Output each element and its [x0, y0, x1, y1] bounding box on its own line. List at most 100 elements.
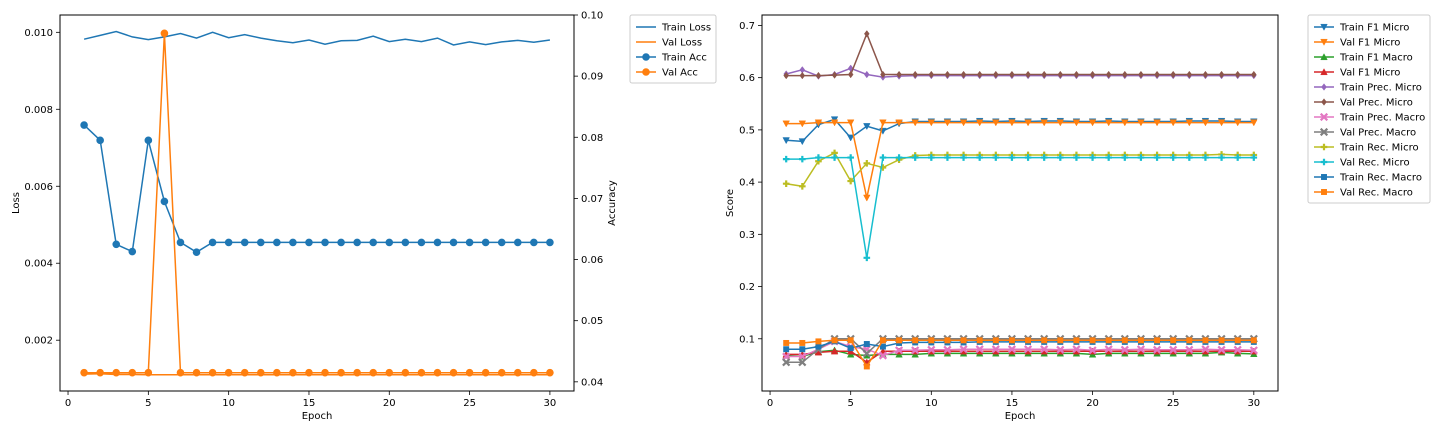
right-s11-val-rec-macro-point [831, 337, 838, 344]
right-s9-val-rec-micro-point [1186, 154, 1193, 161]
left-val-acc-point [128, 368, 137, 377]
left-train-acc-point [192, 248, 201, 257]
right-y-tick-label: 0.6 [739, 73, 755, 84]
chart-right-legend: Train F1 Micro Val F1 Micro Train F1 Macro… [1307, 14, 1431, 204]
right-s0-train-f1-micro-point [782, 137, 790, 145]
left-val-acc-point [224, 368, 233, 377]
left-train-acc-point [240, 238, 249, 247]
chart-left-series-layer [80, 29, 554, 377]
left-x-tick-label: 25 [463, 398, 476, 409]
left-y-tick-label: 0.010 [24, 28, 53, 39]
right-s9-val-rec-micro-point [928, 154, 935, 161]
right-legend-marker-val-rec-micro [1320, 158, 1328, 166]
left-val-acc-point [337, 368, 345, 377]
right-s5-val-prec-micro-point [783, 71, 789, 80]
left-val-acc-point [546, 368, 554, 377]
right-legend-label-train-f1-micro: Train F1 Micro [1339, 23, 1409, 34]
right-s7-val-prec-macro-point [862, 349, 871, 358]
right-s9-val-rec-micro-point [782, 155, 790, 163]
left-train-acc-point [513, 238, 522, 247]
right-s9-val-rec-micro-point [960, 154, 967, 161]
right-s6-train-prec-macro-point [959, 345, 968, 354]
right-s1-val-f1-micro-point [863, 194, 871, 202]
right-s11-val-rec-macro-point [1250, 337, 1257, 344]
right-s9-val-rec-micro-point [1153, 154, 1161, 161]
right-s1-val-f1-micro-point [1137, 119, 1145, 127]
right-s5-val-prec-micro-point [976, 70, 983, 79]
right-legend-label-train-prec-micro: Train Prec. Micro [1339, 83, 1422, 94]
left-val-acc-point [240, 368, 249, 377]
chart-right-series-layer [782, 30, 1258, 370]
right-s6-train-prec-macro-point [1072, 345, 1081, 354]
right-s10-train-rec-macro-point [847, 345, 854, 352]
right-s3-val-f1-micro-point [830, 347, 839, 355]
right-s9-val-rec-micro-point [1105, 154, 1112, 161]
right-s5-val-prec-micro-point [993, 70, 999, 79]
left-val-acc-point [160, 29, 169, 38]
left-x-tick-label: 30 [544, 398, 557, 409]
right-s1-val-f1-micro-point [1040, 119, 1048, 127]
right-s9-val-rec-micro-point [1202, 154, 1209, 161]
right-s1-val-f1-micro-point [1121, 119, 1129, 127]
right-s5-val-prec-micro-point [944, 70, 951, 79]
right-s6-train-prec-macro-point [1169, 345, 1178, 354]
right-x-tick-label: 5 [848, 398, 854, 409]
left-train-acc-point [321, 238, 329, 247]
right-s6-train-prec-macro-point [1056, 345, 1065, 354]
left-val-acc-point [353, 368, 361, 377]
right-s9-val-rec-micro-point [1008, 154, 1016, 161]
right-s1-val-f1-micro-point [1185, 119, 1194, 127]
right-legend-label-val-prec-micro: Val Prec. Micro [1340, 98, 1413, 109]
right-s6-train-prec-macro-point [1136, 345, 1146, 354]
right-legend-marker-train-prec-micro [1321, 83, 1327, 91]
right-s11-val-rec-macro-point [1105, 337, 1112, 344]
left-x-tick-label: 10 [222, 398, 235, 409]
right-s11-val-rec-macro-point [799, 339, 806, 346]
left-y-tick-label: 0.006 [24, 182, 53, 193]
right-legend-label-train-prec-macro: Train Prec. Macro [1339, 113, 1425, 124]
left-val-acc-point [481, 368, 490, 377]
right-s1-val-f1-micro-point [1201, 119, 1210, 127]
right-s6-train-prec-macro-point [943, 345, 952, 354]
left-val-acc-point [192, 368, 201, 377]
right-s6-train-prec-macro-point [1152, 345, 1162, 354]
right-s5-val-prec-micro-point [1057, 70, 1064, 79]
right-legend-label-train-rec-micro: Train Rec. Micro [1339, 143, 1419, 154]
left-train-acc-point [305, 238, 313, 247]
right-s11-val-rec-macro-point [1057, 337, 1064, 344]
left-y-tick-label-right: 0.04 [581, 377, 603, 388]
right-s5-val-prec-micro-point [1154, 70, 1160, 79]
left-train-acc-point [128, 247, 137, 256]
right-s5-val-prec-micro-point [1122, 70, 1128, 79]
right-s1-val-f1-micro-point [1169, 119, 1177, 127]
right-y-tick-label: 0.7 [739, 21, 755, 32]
left-train-acc-point [160, 197, 169, 206]
right-legend-marker-val-prec-micro [1321, 98, 1327, 106]
right-y-tick-label: 0.5 [739, 125, 755, 136]
right-s1-val-f1-micro-point [1072, 119, 1081, 127]
right-legend-marker-train-f1-micro [1320, 23, 1328, 31]
left-legend-label-val-loss: Val Loss [662, 38, 702, 49]
chart-left-plot-area [59, 14, 575, 392]
right-s6-train-prec-macro-point [1104, 345, 1113, 354]
right-s11-val-rec-macro-point [1202, 337, 1209, 344]
right-s11-val-rec-macro-point [879, 337, 886, 344]
right-s9-val-rec-micro-point [815, 154, 822, 161]
left-y-tick-label: 0.002 [24, 336, 53, 347]
left-val-acc-point [417, 368, 426, 377]
left-val-acc-point [112, 368, 121, 377]
right-s9-val-rec-micro-point [1057, 154, 1064, 161]
right-x-tick-label: 15 [1006, 398, 1019, 409]
right-s9-val-rec-micro-point [895, 154, 903, 161]
right-s1-val-f1-micro-point [1008, 119, 1016, 127]
left-train-acc-point [530, 238, 538, 247]
left-train-loss-line [83, 30, 551, 46]
left-x-tick-label: 20 [383, 398, 396, 409]
right-s5-val-prec-micro-point [912, 70, 918, 79]
right-s4-train-prec-micro-point [864, 70, 870, 79]
right-s5-val-prec-micro-point [1041, 70, 1047, 79]
right-s1-val-f1-micro-point [1153, 119, 1161, 127]
right-s6-train-prec-macro-point [894, 346, 904, 355]
right-s11-val-rec-macro-point [1234, 337, 1241, 344]
left-val-acc-point [321, 368, 329, 377]
